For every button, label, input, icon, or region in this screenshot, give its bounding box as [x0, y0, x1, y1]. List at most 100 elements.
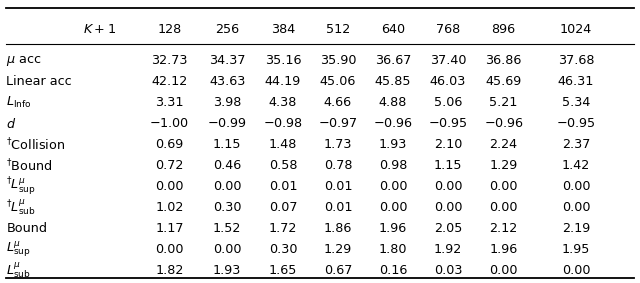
- Text: 1.96: 1.96: [490, 243, 518, 256]
- Text: $-$0.95: $-$0.95: [556, 117, 596, 130]
- Text: 0.72: 0.72: [156, 159, 184, 172]
- Text: $L^{\mu}_{\mathrm{sup}}$: $L^{\mu}_{\mathrm{sup}}$: [6, 239, 31, 259]
- Text: $^{\dagger}$Bound: $^{\dagger}$Bound: [6, 157, 53, 174]
- Text: 0.00: 0.00: [379, 180, 407, 193]
- Text: 45.69: 45.69: [486, 75, 522, 88]
- Text: 46.03: 46.03: [430, 75, 466, 88]
- Text: 1.93: 1.93: [213, 264, 241, 277]
- Text: Bound: Bound: [6, 222, 47, 235]
- Text: 0.00: 0.00: [562, 201, 590, 214]
- Text: 2.19: 2.19: [562, 222, 590, 235]
- Text: 0.58: 0.58: [269, 159, 297, 172]
- Text: 0.00: 0.00: [490, 180, 518, 193]
- Text: 43.63: 43.63: [209, 75, 245, 88]
- Text: 0.01: 0.01: [324, 180, 352, 193]
- Text: 0.07: 0.07: [269, 201, 297, 214]
- Text: 1.72: 1.72: [269, 222, 297, 235]
- Text: 2.05: 2.05: [434, 222, 462, 235]
- Text: 0.46: 0.46: [213, 159, 241, 172]
- Text: 0.00: 0.00: [490, 264, 518, 277]
- Text: 256: 256: [215, 23, 239, 36]
- Text: 128: 128: [157, 23, 182, 36]
- Text: 0.67: 0.67: [324, 264, 352, 277]
- Text: $-$0.96: $-$0.96: [484, 117, 524, 130]
- Text: 5.34: 5.34: [562, 96, 590, 109]
- Text: 1.96: 1.96: [379, 222, 407, 235]
- Text: $^{\dagger}L^{\mu}_{\mathrm{sup}}$: $^{\dagger}L^{\mu}_{\mathrm{sup}}$: [6, 175, 36, 198]
- Text: 36.67: 36.67: [375, 54, 411, 67]
- Text: 1.48: 1.48: [269, 138, 297, 151]
- Text: $^{\dagger}$Collision: $^{\dagger}$Collision: [6, 136, 66, 153]
- Text: 0.00: 0.00: [434, 201, 462, 214]
- Text: 2.10: 2.10: [434, 138, 462, 151]
- Text: 0.00: 0.00: [156, 180, 184, 193]
- Text: 32.73: 32.73: [151, 54, 188, 67]
- Text: 1.95: 1.95: [562, 243, 590, 256]
- Text: 1.65: 1.65: [269, 264, 297, 277]
- Text: 1.15: 1.15: [434, 159, 462, 172]
- Text: 0.01: 0.01: [324, 201, 352, 214]
- Text: $^{\dagger}L^{\mu}_{\mathrm{sub}}$: $^{\dagger}L^{\mu}_{\mathrm{sub}}$: [6, 198, 36, 217]
- Text: 36.86: 36.86: [486, 54, 522, 67]
- Text: 2.37: 2.37: [562, 138, 590, 151]
- Text: 0.16: 0.16: [379, 264, 407, 277]
- Text: $-$0.98: $-$0.98: [263, 117, 303, 130]
- Text: 0.98: 0.98: [379, 159, 407, 172]
- Text: 3.31: 3.31: [156, 96, 184, 109]
- Text: 1.73: 1.73: [324, 138, 352, 151]
- Text: 37.68: 37.68: [557, 54, 595, 67]
- Text: 1.93: 1.93: [379, 138, 407, 151]
- Text: 1.52: 1.52: [213, 222, 241, 235]
- Text: 0.30: 0.30: [213, 201, 241, 214]
- Text: 0.03: 0.03: [434, 264, 462, 277]
- Text: $-$1.00: $-$1.00: [150, 117, 189, 130]
- Text: 45.06: 45.06: [320, 75, 356, 88]
- Text: 1.82: 1.82: [156, 264, 184, 277]
- Text: 5.21: 5.21: [490, 96, 518, 109]
- Text: 1.15: 1.15: [213, 138, 241, 151]
- Text: 1.29: 1.29: [490, 159, 518, 172]
- Text: 1.80: 1.80: [379, 243, 407, 256]
- Text: 42.12: 42.12: [152, 75, 188, 88]
- Text: 2.12: 2.12: [490, 222, 518, 235]
- Text: $K+1$: $K+1$: [83, 23, 116, 36]
- Text: 768: 768: [436, 23, 460, 36]
- Text: 1024: 1024: [560, 23, 592, 36]
- Text: 45.85: 45.85: [374, 75, 412, 88]
- Text: 37.40: 37.40: [429, 54, 467, 67]
- Text: 0.00: 0.00: [434, 180, 462, 193]
- Text: 0.69: 0.69: [156, 138, 184, 151]
- Text: $\mu$ acc: $\mu$ acc: [6, 54, 42, 68]
- Text: 2.24: 2.24: [490, 138, 518, 151]
- Text: 3.98: 3.98: [213, 96, 241, 109]
- Text: $d$: $d$: [6, 117, 17, 131]
- Text: 896: 896: [492, 23, 516, 36]
- Text: 1.29: 1.29: [324, 243, 352, 256]
- Text: 0.00: 0.00: [562, 264, 590, 277]
- Text: 34.37: 34.37: [209, 54, 246, 67]
- Text: $L^{\mu}_{\mathrm{sub}}$: $L^{\mu}_{\mathrm{sub}}$: [6, 260, 31, 280]
- Text: 0.00: 0.00: [213, 180, 241, 193]
- Text: 512: 512: [326, 23, 350, 36]
- Text: $-$0.96: $-$0.96: [373, 117, 413, 130]
- Text: 44.19: 44.19: [265, 75, 301, 88]
- Text: 1.17: 1.17: [156, 222, 184, 235]
- Text: 640: 640: [381, 23, 405, 36]
- Text: $-$0.99: $-$0.99: [207, 117, 247, 130]
- Text: 46.31: 46.31: [558, 75, 594, 88]
- Text: 0.00: 0.00: [562, 180, 590, 193]
- Text: 35.90: 35.90: [319, 54, 356, 67]
- Text: 4.38: 4.38: [269, 96, 297, 109]
- Text: 1.92: 1.92: [434, 243, 462, 256]
- Text: 1.42: 1.42: [562, 159, 590, 172]
- Text: Linear acc: Linear acc: [6, 75, 72, 88]
- Text: $-$0.95: $-$0.95: [428, 117, 468, 130]
- Text: 1.86: 1.86: [324, 222, 352, 235]
- Text: 1.02: 1.02: [156, 201, 184, 214]
- Text: 0.78: 0.78: [324, 159, 352, 172]
- Text: 0.00: 0.00: [213, 243, 241, 256]
- Text: 5.06: 5.06: [434, 96, 462, 109]
- Text: 0.00: 0.00: [490, 201, 518, 214]
- Text: $L_{\mathrm{Info}}$: $L_{\mathrm{Info}}$: [6, 95, 32, 110]
- Text: 4.66: 4.66: [324, 96, 352, 109]
